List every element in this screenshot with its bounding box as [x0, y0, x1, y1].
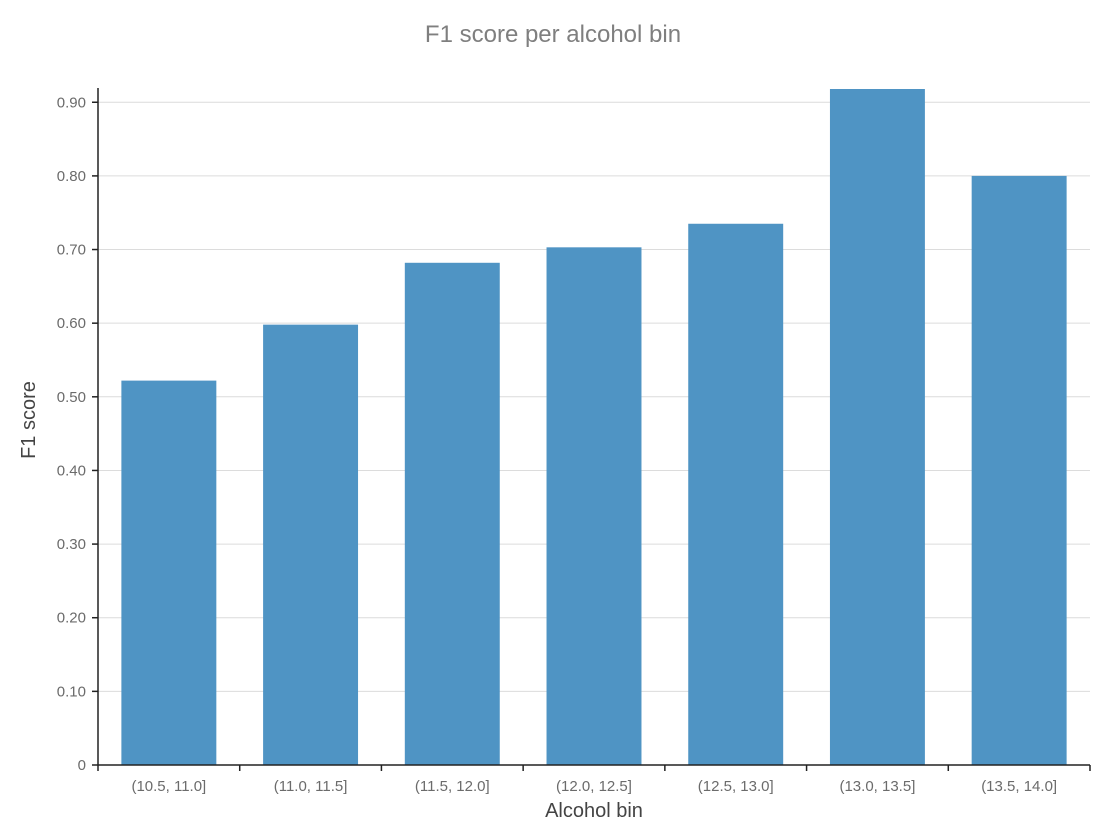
x-tick-label: (11.5, 12.0]	[415, 778, 490, 795]
x-tick-label: (13.5, 14.0]	[981, 778, 1057, 795]
y-tick-label: 0.70	[57, 242, 86, 259]
y-tick-label: 0.20	[57, 610, 86, 627]
y-tick-label: 0.60	[57, 315, 86, 332]
x-tick-label: (13.0, 13.5]	[839, 778, 915, 795]
y-tick-label: 0.30	[57, 536, 86, 553]
y-tick-label: 0.90	[57, 94, 86, 111]
y-axis-title: F1 score	[18, 381, 40, 459]
bar	[263, 324, 359, 765]
bar	[404, 262, 500, 765]
bar	[971, 175, 1067, 765]
bar	[546, 247, 642, 765]
chart-title: F1 score per alcohol bin	[425, 21, 681, 48]
y-tick-label: 0.40	[57, 462, 86, 479]
y-tick-label: 0	[78, 757, 86, 774]
x-tick-label: (12.5, 13.0]	[698, 778, 774, 795]
y-tick-label: 0.50	[57, 389, 86, 406]
y-ticks: 0 0.10 0.20 0.30 0.40 0.50 0.60 0.70 0.80 0.90	[57, 94, 98, 774]
x-ticks: (10.5, 11.0] (11.0, 11.5] (11.5, 12.0] (12.…	[97, 765, 1091, 795]
x-tick-label: (12.0, 12.5]	[556, 778, 632, 795]
x-tick-label: (11.0, 11.5]	[274, 778, 348, 795]
y-tick-label: 0.80	[57, 168, 86, 185]
y-tick-label: 0.10	[57, 683, 86, 700]
x-axis-title: Alcohol bin	[545, 800, 643, 822]
bar	[688, 223, 784, 765]
bar	[121, 380, 217, 765]
x-tick-label: (10.5, 11.0]	[131, 778, 206, 795]
bars	[121, 89, 1067, 765]
axes	[97, 88, 1090, 766]
bar	[829, 89, 925, 765]
